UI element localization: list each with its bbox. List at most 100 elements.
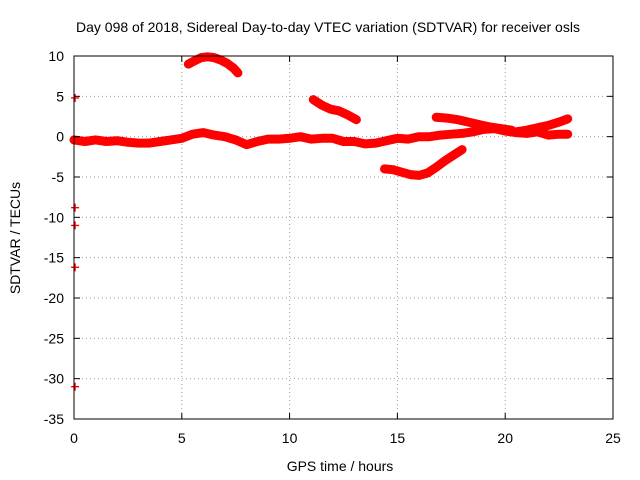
data-point <box>210 53 219 62</box>
data-point <box>190 56 199 65</box>
data-point <box>328 134 337 143</box>
data-point <box>285 134 294 143</box>
data-point <box>307 135 316 144</box>
data-point <box>71 93 80 102</box>
data-point <box>393 134 402 143</box>
series-lower-arc <box>380 145 467 180</box>
y-tick-label: -35 <box>44 411 64 427</box>
data-point <box>188 130 197 139</box>
data-point <box>242 140 251 149</box>
y-tick-label: -20 <box>44 290 64 306</box>
data-point <box>71 263 80 272</box>
data-point <box>231 135 240 144</box>
data-point <box>563 130 572 139</box>
data-point <box>184 60 193 69</box>
x-tick-label: 15 <box>390 430 406 446</box>
data-point <box>210 131 219 140</box>
data-point <box>404 135 413 144</box>
x-axis-label: GPS time / hours <box>287 458 394 474</box>
y-tick-label: 10 <box>48 48 64 64</box>
data-point <box>216 56 225 65</box>
data-point <box>555 118 564 127</box>
data-point <box>309 95 318 104</box>
data-point <box>223 59 232 68</box>
x-tick-label: 25 <box>605 430 621 446</box>
series-band <box>308 95 361 125</box>
series-band <box>380 145 467 180</box>
data-point <box>199 128 208 137</box>
data-point <box>436 131 445 140</box>
data-point <box>397 168 406 177</box>
data-point <box>167 135 176 144</box>
x-tick-label: 5 <box>178 430 186 446</box>
data-point <box>134 139 143 148</box>
data-point <box>449 151 458 160</box>
x-tick-label: 20 <box>497 430 513 446</box>
data-series <box>69 52 573 391</box>
y-tick-label: -5 <box>52 169 65 185</box>
data-point <box>203 52 212 61</box>
data-point <box>544 131 553 140</box>
data-point <box>432 163 441 172</box>
chart-title: Day 098 of 2018, Sidereal Day-to-day VTE… <box>76 19 580 35</box>
grid <box>74 56 613 419</box>
y-tick-label: -15 <box>44 250 64 266</box>
data-point <box>229 64 238 73</box>
series-right-tail <box>511 114 573 137</box>
y-tick-label: 0 <box>56 129 64 145</box>
data-point <box>145 139 154 148</box>
data-point <box>274 135 283 144</box>
data-point <box>555 130 564 139</box>
data-point <box>317 101 326 110</box>
data-point <box>380 164 389 173</box>
data-point <box>453 115 462 124</box>
data-point <box>197 53 206 62</box>
data-point <box>458 129 467 138</box>
data-point <box>91 135 100 144</box>
data-point <box>102 137 111 146</box>
data-point <box>317 134 326 143</box>
data-point <box>406 170 415 179</box>
data-point <box>432 113 441 122</box>
data-point <box>220 132 229 141</box>
data-point <box>123 138 132 147</box>
data-point <box>326 105 335 114</box>
data-point <box>350 137 359 146</box>
x-tick-label: 10 <box>282 430 298 446</box>
data-point <box>447 130 456 139</box>
y-tick-label: 5 <box>56 88 64 104</box>
y-tick-label: -10 <box>44 209 64 225</box>
data-point <box>343 110 352 119</box>
data-point <box>253 137 262 146</box>
data-point <box>177 134 186 143</box>
data-point <box>80 137 89 146</box>
data-point <box>440 156 449 165</box>
data-point <box>113 136 122 145</box>
data-point <box>458 145 467 154</box>
data-point <box>382 136 391 145</box>
data-point <box>522 126 531 135</box>
data-point <box>361 139 370 148</box>
series-descending-segment <box>308 95 361 125</box>
y-axis-label: SDTVAR / TECUs <box>7 182 23 294</box>
data-point <box>496 124 505 133</box>
series-upper-band <box>431 112 517 135</box>
plot-frame <box>73 55 614 420</box>
y-tick-label: -30 <box>44 371 64 387</box>
data-point <box>371 139 380 148</box>
data-point <box>339 137 348 146</box>
data-point <box>544 121 553 130</box>
x-tick-label: 0 <box>70 430 78 446</box>
data-point <box>335 106 344 115</box>
data-point <box>352 115 361 124</box>
data-point <box>442 114 451 123</box>
series-upper-arc <box>183 52 243 78</box>
data-point <box>71 221 80 230</box>
data-point <box>296 132 305 141</box>
data-point <box>486 122 495 131</box>
data-point <box>563 114 572 123</box>
series-isolated-points <box>71 93 80 391</box>
data-point <box>425 132 434 141</box>
data-point <box>71 382 80 391</box>
